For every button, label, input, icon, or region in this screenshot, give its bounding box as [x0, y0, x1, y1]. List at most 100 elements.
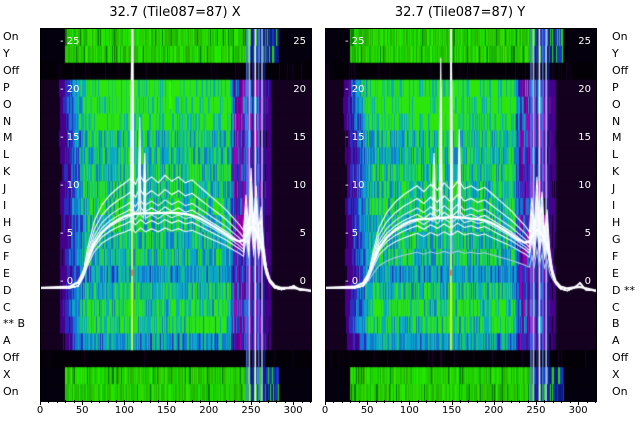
x-tick-label: 250	[526, 405, 546, 416]
x-minor-tick-mark	[527, 400, 529, 403]
x-minor-tick-mark	[149, 400, 151, 403]
row-label: Off	[3, 351, 20, 365]
y-tick-label: 20	[578, 84, 591, 95]
x-minor-tick-mark	[595, 400, 596, 403]
y-tick-label: - 25	[60, 36, 80, 47]
x-minor-tick-mark	[392, 400, 394, 403]
x-minor-tick-mark	[426, 400, 428, 403]
y-tick-label: 0	[299, 276, 306, 287]
x-tick-label: 200	[484, 405, 504, 416]
x-minor-tick-mark	[56, 400, 58, 403]
row-label: J	[612, 182, 616, 196]
y-tick-label: 10	[293, 180, 306, 191]
row-label: Off	[612, 351, 629, 365]
row-label: On	[3, 29, 19, 43]
x-minor-tick-mark	[284, 400, 286, 403]
row-label: I	[3, 199, 7, 213]
x-minor-tick-mark	[141, 400, 143, 403]
row-label: Y	[612, 46, 619, 60]
x-minor-tick-mark	[443, 400, 445, 403]
row-label: G	[612, 232, 621, 246]
y-tick-label: 25	[578, 36, 591, 47]
y-tick-label: - 20	[60, 84, 80, 95]
y-tick-label: 15	[293, 132, 306, 143]
x-tick-label: 200	[199, 405, 219, 416]
row-label: H	[3, 215, 12, 229]
x-minor-tick-mark	[333, 400, 335, 403]
x-minor-tick-mark	[468, 400, 470, 403]
x-minor-tick-mark	[417, 400, 419, 403]
row-label: K	[3, 165, 11, 179]
y-tick-label: 25	[293, 36, 306, 47]
x-minor-tick-mark	[115, 400, 117, 403]
row-label: I	[612, 199, 616, 213]
row-label: N	[3, 114, 12, 128]
row-label: On	[612, 29, 628, 43]
row-label: F	[3, 249, 10, 263]
row-label: On	[3, 385, 19, 399]
panel-title-y: 32.7 (Tile087=87) Y	[394, 5, 526, 20]
x-minor-tick-mark	[48, 400, 50, 403]
x-minor-tick-mark	[200, 400, 202, 403]
y-tick-label: - 5	[60, 228, 74, 239]
y-tick-label: - 10	[60, 180, 80, 191]
x-minor-tick-mark	[561, 400, 563, 403]
row-label: K	[612, 165, 620, 179]
y-tick-label: - 10	[345, 180, 365, 191]
row-label: C	[3, 300, 11, 314]
x-minor-tick-mark	[409, 400, 411, 403]
row-label: N	[612, 114, 621, 128]
x-minor-tick-mark	[132, 400, 134, 403]
row-label: E	[3, 266, 10, 280]
x-minor-tick-mark	[293, 400, 295, 403]
x-minor-tick-mark	[183, 400, 185, 403]
x-minor-tick-mark	[358, 400, 360, 403]
y-tick-label: - 15	[60, 132, 80, 143]
heatmap-panel-y	[325, 28, 597, 402]
x-tick-label: 300	[568, 405, 588, 416]
x-minor-tick-mark	[73, 400, 75, 403]
x-minor-tick-mark	[250, 400, 252, 403]
x-minor-tick-mark	[124, 400, 126, 403]
x-minor-tick-mark	[384, 400, 386, 403]
row-label: L	[3, 148, 10, 162]
x-minor-tick-mark	[107, 400, 109, 403]
x-minor-tick-mark	[586, 400, 588, 403]
x-minor-tick-mark	[375, 400, 377, 403]
panel-title-x: 32.7 (Tile087=87) X	[109, 5, 241, 20]
x-tick-label: 0	[321, 405, 329, 416]
row-label: G	[3, 232, 12, 246]
row-label: P	[612, 80, 619, 94]
y-tick-label: 20	[293, 84, 306, 95]
x-minor-tick-mark	[535, 400, 537, 403]
x-minor-tick-mark	[158, 400, 160, 403]
x-tick-label: 50	[360, 405, 374, 416]
row-label: M	[3, 131, 13, 145]
y-tick-label: - 5	[345, 228, 359, 239]
x-tick-label: 300	[283, 405, 303, 416]
x-minor-tick-mark	[225, 400, 227, 403]
y-tick-label: 5	[584, 228, 591, 239]
x-minor-tick-mark	[485, 400, 487, 403]
x-minor-tick-mark	[451, 400, 453, 403]
row-label: Off	[3, 63, 20, 77]
x-minor-tick-mark	[99, 400, 101, 403]
x-minor-tick-mark	[65, 400, 67, 403]
row-label: Off	[612, 63, 629, 77]
x-minor-tick-mark	[400, 400, 402, 403]
y-tick-label: - 0	[345, 276, 359, 287]
x-tick-label: 0	[36, 405, 44, 416]
x-minor-tick-mark	[476, 400, 478, 403]
heatmap-panel-x	[40, 28, 312, 402]
x-minor-tick-mark	[191, 400, 193, 403]
y-tick-label: 10	[578, 180, 591, 191]
x-minor-tick-mark	[325, 400, 326, 403]
row-label: C	[612, 300, 620, 314]
y-tick-label: - 15	[345, 132, 365, 143]
row-label: A	[612, 334, 620, 348]
x-minor-tick-mark	[350, 400, 352, 403]
row-label: On	[612, 385, 628, 399]
x-minor-tick-mark	[242, 400, 244, 403]
y-tick-label: - 25	[345, 36, 365, 47]
x-tick-label: 250	[241, 405, 261, 416]
